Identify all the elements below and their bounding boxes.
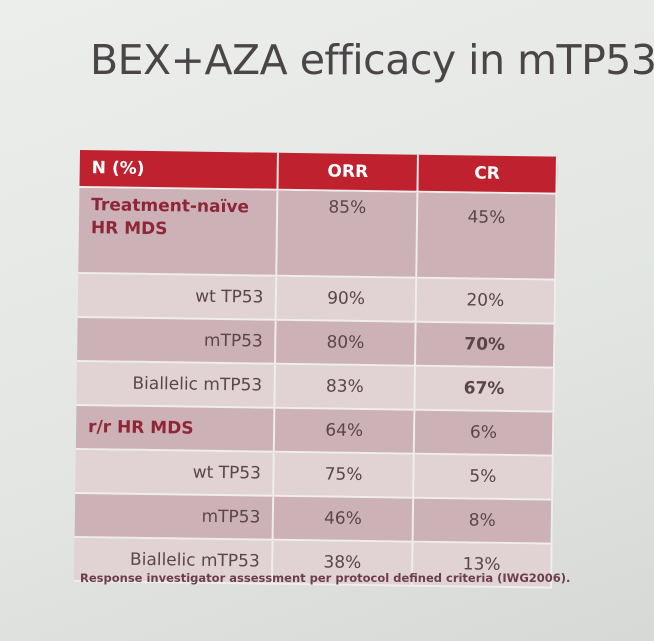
- orr-value: 64%: [275, 408, 416, 455]
- slide-title: BEX+AZA efficacy in mTP53: [90, 36, 654, 84]
- orr-value: 80%: [276, 320, 417, 367]
- table-row: mTP53 80% 70%: [77, 317, 556, 369]
- table-row: Treatment-naïve HR MDS 85% 45%: [78, 187, 558, 281]
- orr-value: 75%: [274, 452, 415, 499]
- group-label: r/r HR MDS: [75, 405, 276, 453]
- table-header-row: N (%) ORR CR: [79, 150, 558, 195]
- cr-value: 5%: [413, 454, 554, 501]
- footnote: Response investigator assessment per pro…: [80, 571, 571, 585]
- row-label: mTP53: [77, 317, 278, 365]
- header-n-percent: N (%): [79, 150, 280, 191]
- row-label: Biallelic mTP53: [76, 361, 277, 409]
- cr-value: 8%: [413, 498, 554, 545]
- cr-value: 45%: [416, 192, 558, 281]
- table-row: wt TP53 90% 20%: [77, 273, 557, 325]
- row-label: mTP53: [74, 493, 275, 541]
- header-orr: ORR: [278, 152, 419, 193]
- group-label: Treatment-naïve HR MDS: [78, 187, 279, 277]
- table-row: Biallelic mTP53 83% 67%: [76, 361, 555, 413]
- row-label: wt TP53: [75, 449, 276, 497]
- table-row: r/r HR MDS 64% 6%: [75, 405, 555, 457]
- cr-value: 67%: [415, 366, 555, 413]
- cr-value: 6%: [414, 410, 555, 457]
- efficacy-table: N (%) ORR CR Treatment-naïve HR MDS 85% 45…: [73, 150, 558, 589]
- table-row: mTP53 46% 8%: [74, 493, 554, 545]
- cr-value: 70%: [415, 322, 556, 369]
- orr-value: 46%: [274, 496, 414, 543]
- orr-value: 90%: [277, 276, 417, 323]
- cr-value: 20%: [416, 278, 557, 325]
- table-row: wt TP53 75% 5%: [75, 449, 554, 501]
- orr-value: 83%: [275, 364, 416, 411]
- row-label: wt TP53: [77, 273, 278, 321]
- orr-value: 85%: [277, 190, 419, 279]
- header-cr: CR: [418, 154, 558, 195]
